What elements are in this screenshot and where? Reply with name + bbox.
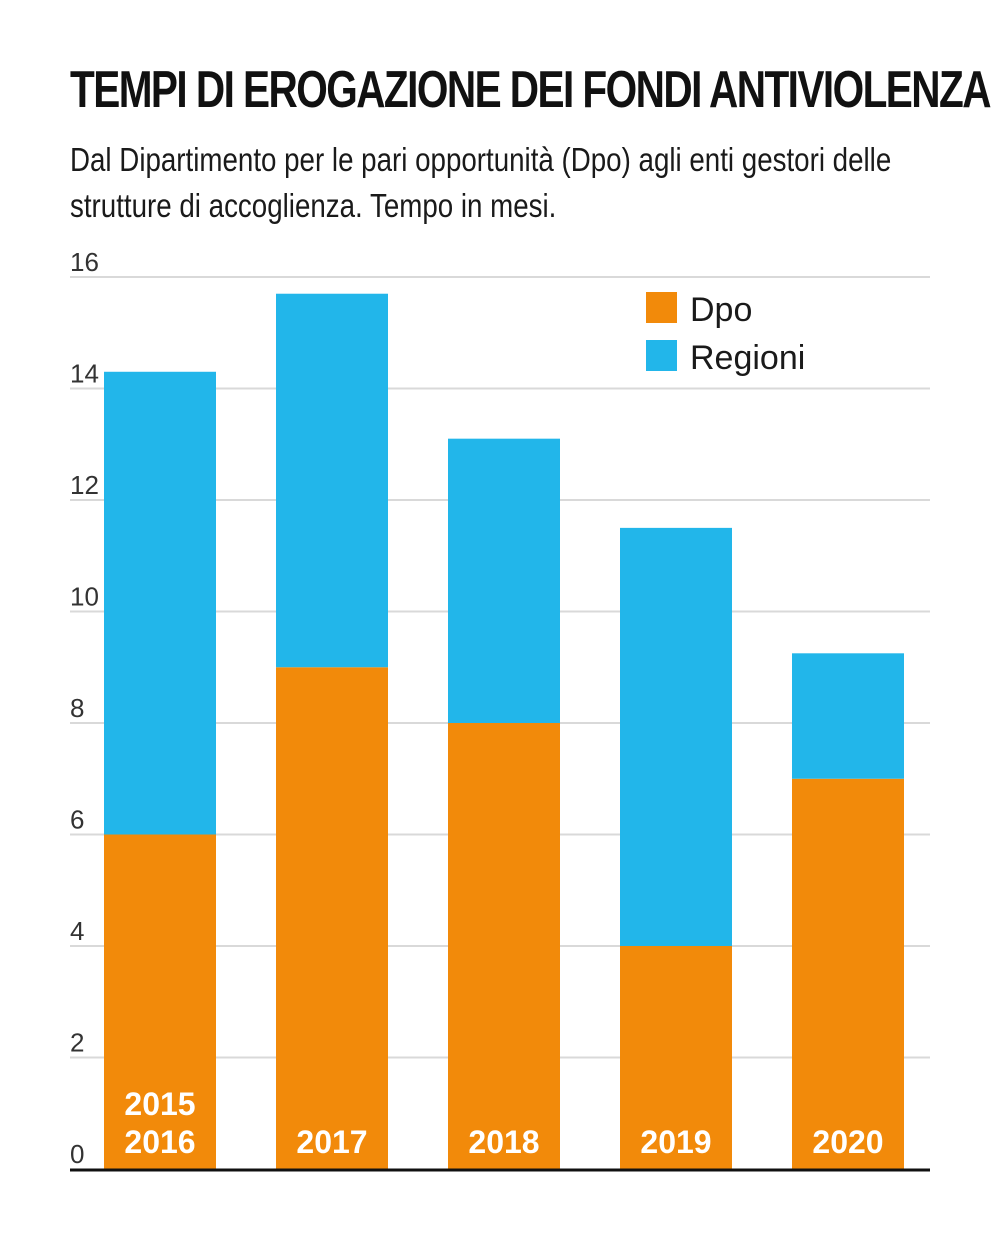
y-tick-label: 16: [70, 247, 99, 277]
legend: Dpo Regioni: [646, 291, 805, 377]
chart-subtitle: Dal Dipartimento per le pari opportunità…: [70, 141, 892, 224]
legend-swatch-regioni: [646, 340, 677, 371]
x-category-label: 2019: [640, 1124, 711, 1160]
x-category-label: 2017: [296, 1124, 367, 1160]
bar-regioni-3: [620, 527, 732, 946]
y-tick-label: 14: [70, 359, 99, 389]
bar-dpo-0: [104, 834, 216, 1169]
y-tick-label: 12: [70, 470, 99, 500]
x-category-label: 2018: [468, 1124, 539, 1160]
bar-dpo-4: [792, 778, 904, 1169]
y-tick-label: 4: [70, 916, 84, 946]
bars: [104, 293, 904, 1169]
y-tick-label: 10: [70, 582, 99, 612]
legend-label-regioni: Regioni: [690, 339, 805, 377]
bar-dpo-1: [276, 667, 388, 1169]
bar-regioni-4: [792, 653, 904, 779]
y-tick-label: 0: [70, 1139, 84, 1169]
y-tick-label: 2: [70, 1028, 84, 1058]
bar-regioni-2: [448, 438, 560, 723]
legend-swatch-dpo: [646, 292, 677, 323]
legend-label-dpo: Dpo: [690, 291, 752, 329]
bar-dpo-3: [620, 946, 732, 1169]
bar-dpo-2: [448, 723, 560, 1169]
bar-regioni-1: [276, 293, 388, 668]
y-tick-label: 8: [70, 693, 84, 723]
x-category-label: 2015: [124, 1086, 195, 1122]
x-category-label: 2016: [124, 1124, 195, 1160]
bar-regioni-0: [104, 371, 216, 835]
x-category-label: 2020: [812, 1124, 883, 1160]
y-tick-label: 6: [70, 805, 84, 835]
